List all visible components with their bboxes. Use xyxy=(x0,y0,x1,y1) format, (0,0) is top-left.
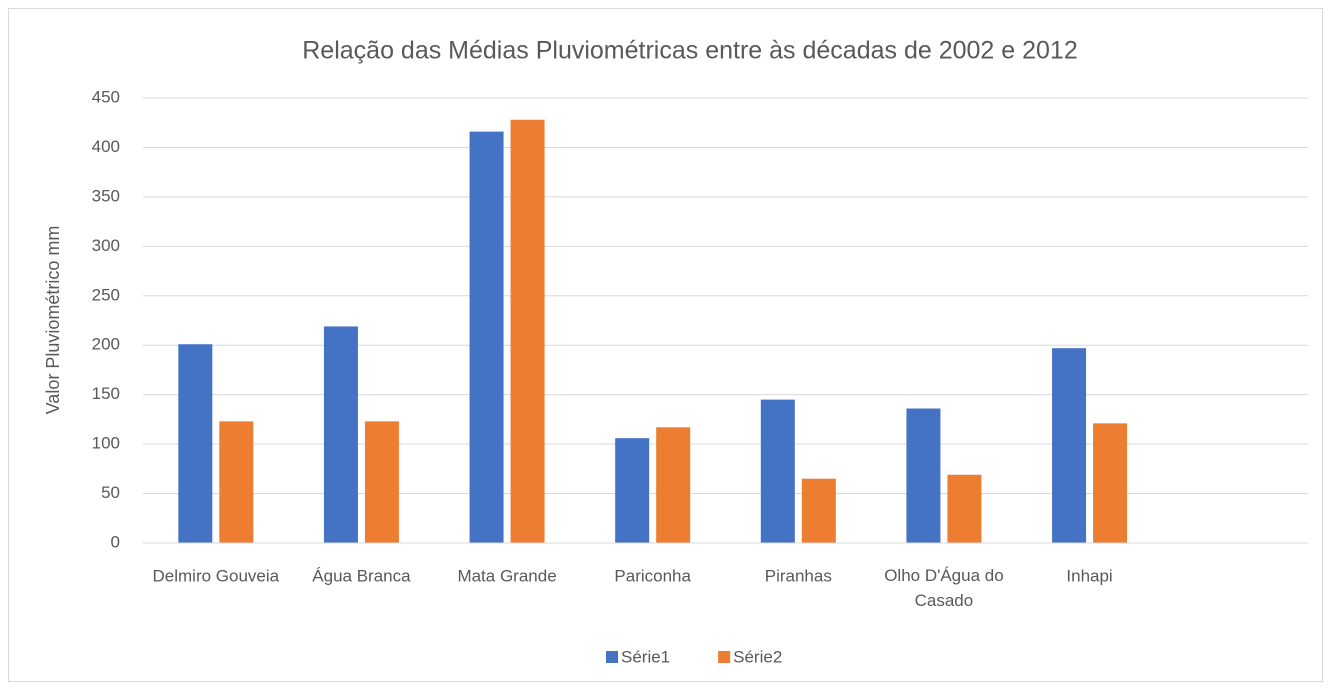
legend-label: Série2 xyxy=(733,647,782,666)
y-tick-label: 100 xyxy=(92,434,120,453)
x-tick-label: Delmiro Gouveia xyxy=(153,566,280,585)
bar xyxy=(1093,423,1128,543)
bar xyxy=(615,438,650,543)
y-tick-label: 200 xyxy=(92,335,120,354)
y-tick-label: 150 xyxy=(92,384,120,403)
y-tick-label: 50 xyxy=(101,483,120,502)
bar xyxy=(947,474,982,543)
y-tick-label: 0 xyxy=(111,532,120,551)
x-tick-label: Inhapi xyxy=(1066,566,1112,585)
bar xyxy=(323,326,358,543)
legend-swatch xyxy=(606,651,618,663)
bar xyxy=(906,408,941,543)
y-axis-title: Valor Pluviométrico mm xyxy=(43,226,63,415)
y-tick-label: 300 xyxy=(92,236,120,255)
x-tick-label: Água Branca xyxy=(312,566,411,585)
y-tick-label: 250 xyxy=(92,285,120,304)
y-tick-label: 400 xyxy=(92,137,120,156)
x-tick-label: Piranhas xyxy=(765,566,832,585)
chart-title: Relação das Médias Pluviométricas entre … xyxy=(302,37,1077,65)
bar xyxy=(510,119,545,543)
bar xyxy=(1052,348,1087,543)
legend-swatch xyxy=(718,651,731,663)
bar xyxy=(364,421,399,543)
bar xyxy=(469,131,504,543)
bar xyxy=(219,421,254,543)
bar xyxy=(656,427,691,543)
bar xyxy=(178,344,213,543)
x-tick-label: Olho D'Água do Casado xyxy=(884,566,1004,610)
y-tick-label: 450 xyxy=(92,87,120,106)
x-tick-label: Pariconha xyxy=(614,566,691,585)
y-tick-label: 350 xyxy=(92,186,120,205)
bar xyxy=(760,399,795,543)
bar xyxy=(801,478,836,543)
x-tick-label: Mata Grande xyxy=(457,566,556,585)
legend-label: Série1 xyxy=(621,647,670,666)
